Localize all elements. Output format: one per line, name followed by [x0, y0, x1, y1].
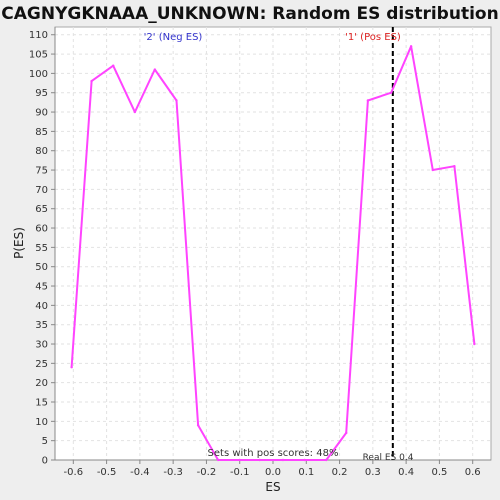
x-tick-label: -0.2: [197, 467, 217, 478]
x-tick-label: 0.5: [431, 467, 447, 478]
data-point: [281, 458, 285, 462]
pos-scores-note: Sets with pos scores: 48%: [208, 448, 339, 459]
y-tick-label: 110: [29, 30, 48, 41]
y-tick-label: 25: [35, 359, 48, 370]
y-tick-label: 60: [35, 224, 48, 235]
y-tick-label: 35: [35, 320, 48, 331]
y-tick-label: 95: [35, 88, 48, 99]
data-point: [303, 458, 306, 462]
data-point: [175, 99, 178, 102]
y-tick-label: 100: [29, 69, 48, 80]
x-tick-label: -0.6: [64, 467, 84, 478]
y-tick-label: 10: [35, 417, 48, 428]
y-tick-label: 70: [35, 185, 48, 196]
y-tick-label: 30: [35, 340, 48, 351]
real-es-label: Real ES 0.4: [363, 453, 414, 463]
data-point: [366, 99, 370, 102]
y-axis-label: P(ES): [12, 227, 26, 259]
data-point: [258, 458, 261, 462]
y-tick-label: 40: [35, 301, 48, 312]
x-tick-label: 0.3: [365, 467, 381, 478]
y-tick-label: 65: [35, 204, 48, 215]
data-point: [196, 424, 200, 427]
x-tick-label: 0.1: [298, 467, 314, 478]
y-tick-label: 0: [42, 456, 48, 467]
x-axis-ticks: -0.6 -0.5 -0.4 -0.3 -0.2 -0.1 0.0 0.1 0.2 0.3 0.4 0…: [64, 460, 481, 478]
x-tick-label: 0.0: [265, 467, 281, 478]
y-tick-label: 15: [35, 398, 48, 409]
data-point: [216, 458, 220, 462]
x-tick-label: -0.4: [130, 467, 150, 478]
data-point: [112, 64, 115, 67]
data-point: [453, 164, 456, 168]
x-tick-label: 0.6: [465, 467, 481, 478]
x-tick-label: 0.4: [398, 467, 414, 478]
x-tick-label: -0.5: [97, 467, 117, 478]
data-point: [90, 79, 93, 83]
pos-es-label: '1' (Pos ES): [345, 32, 401, 43]
data-point: [345, 431, 348, 435]
chart-title: CAGNYGKNAAA_UNKNOWN: Random ES distribut…: [1, 4, 498, 24]
y-tick-label: 20: [35, 378, 48, 389]
grid-lines: [55, 27, 491, 461]
neg-es-label: '2' (Neg ES): [144, 32, 203, 43]
x-axis-label: ES: [265, 480, 280, 494]
y-tick-label: 80: [35, 146, 48, 157]
x-tick-label: -0.1: [230, 467, 250, 478]
data-point: [70, 366, 73, 369]
data-point: [409, 45, 413, 48]
data-point: [153, 68, 157, 71]
data-points: [70, 45, 476, 462]
y-tick-label: 5: [42, 436, 48, 447]
y-tick-label: 105: [29, 50, 48, 61]
x-tick-label: -0.3: [163, 467, 183, 478]
data-point: [389, 91, 393, 94]
y-tick-label: 90: [35, 108, 48, 119]
data-point: [325, 458, 328, 462]
data-point: [238, 458, 241, 462]
data-point: [473, 342, 476, 346]
y-tick-label: 50: [35, 262, 48, 273]
y-tick-label: 55: [35, 243, 48, 254]
data-point: [133, 110, 137, 114]
x-tick-label: 0.2: [332, 467, 348, 478]
series-line: [70, 45, 476, 461]
y-tick-label: 75: [35, 166, 48, 177]
y-tick-label: 45: [35, 282, 48, 293]
data-point: [431, 168, 434, 172]
y-tick-label: 85: [35, 127, 48, 138]
y-axis-ticks: 0 5 10 15 20 25 30 35 40 45 50 55 60 65 70 75 80 85 90 95 10…: [29, 30, 55, 467]
